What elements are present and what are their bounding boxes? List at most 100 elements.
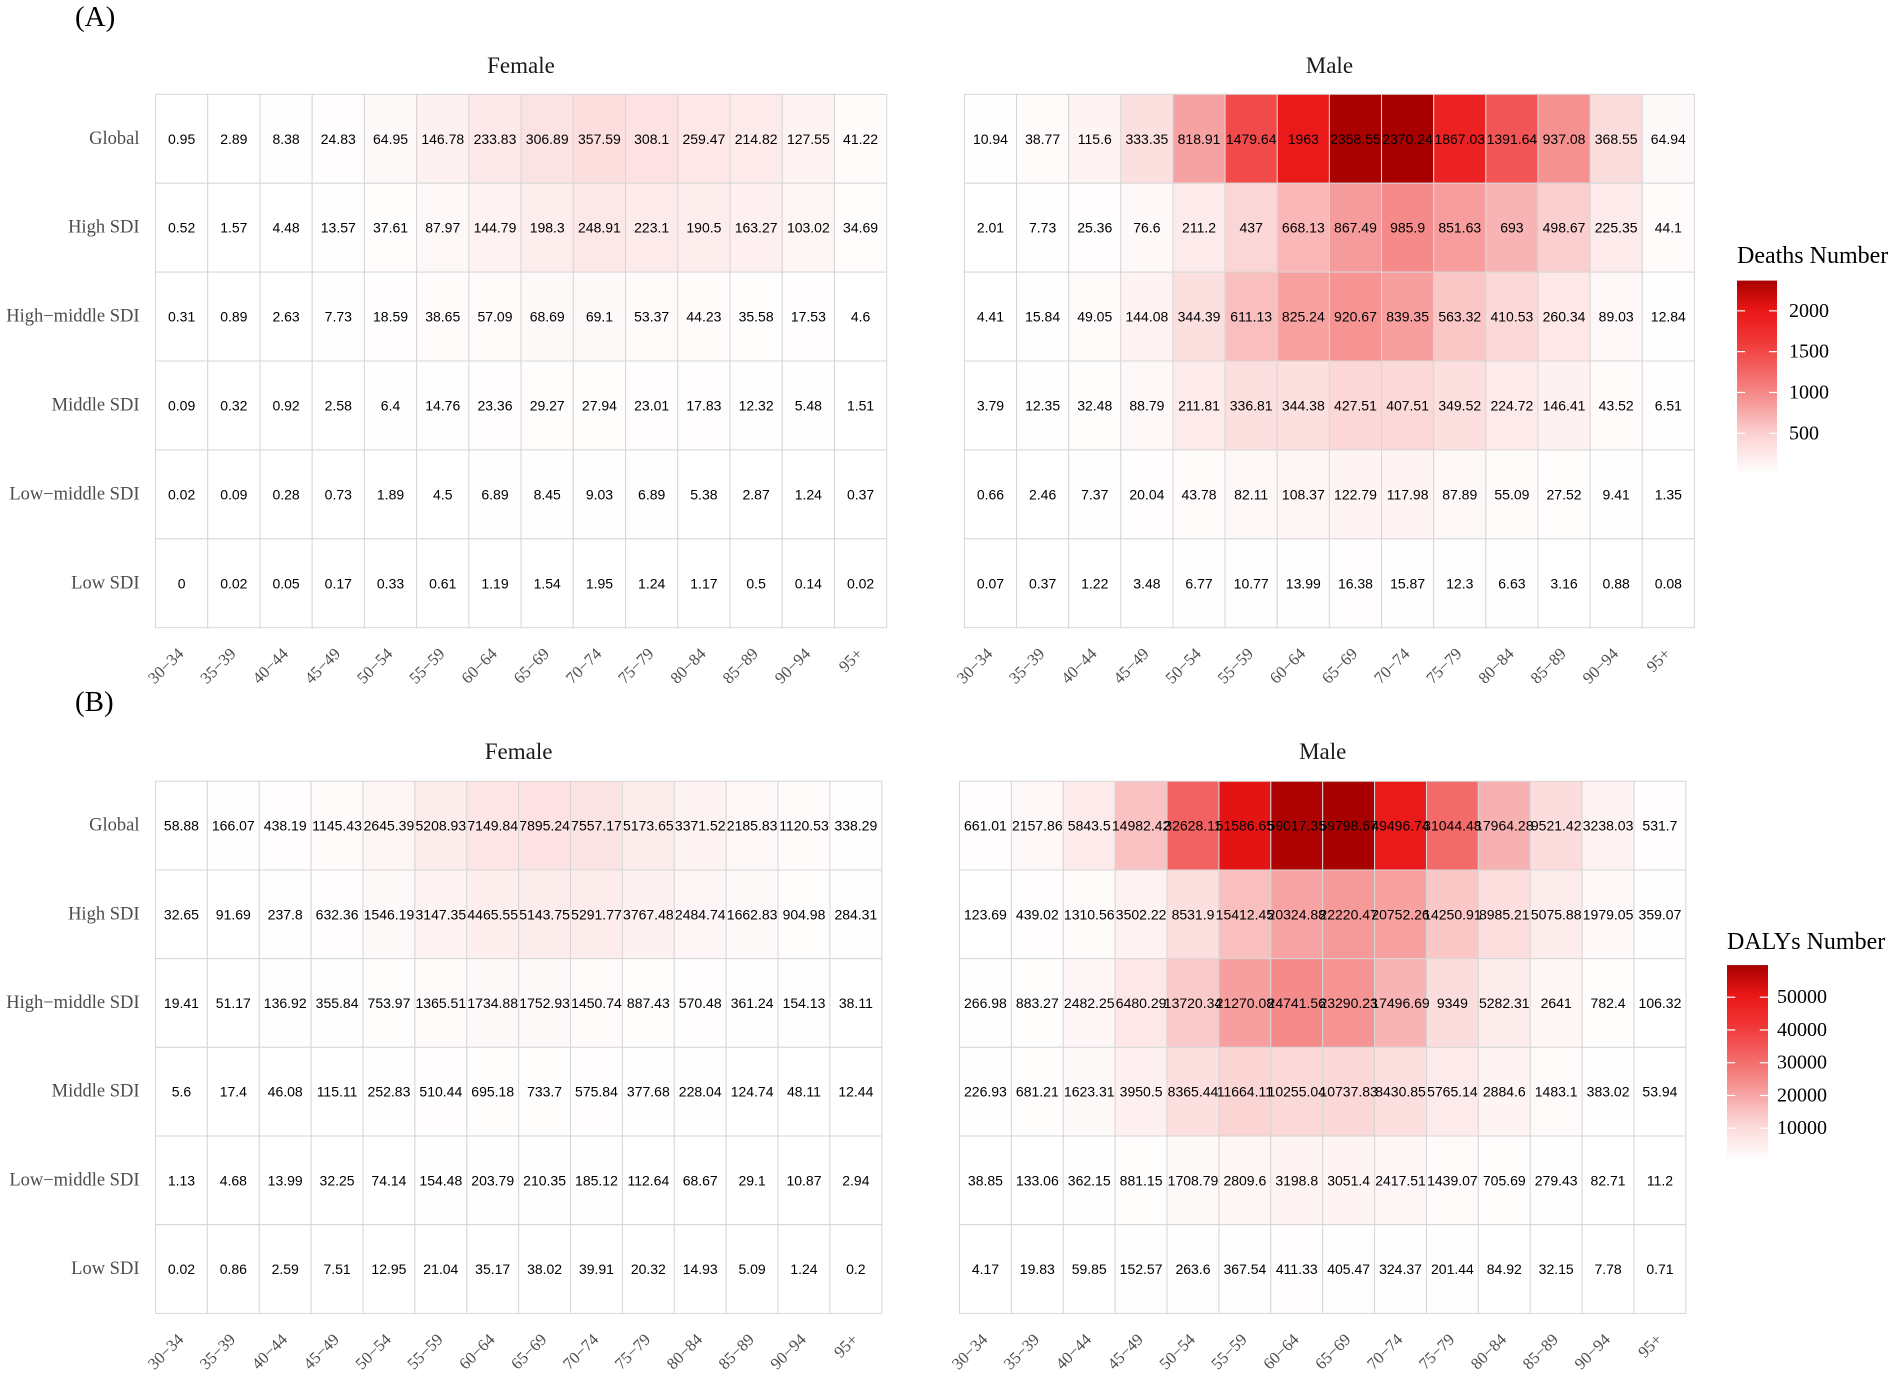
heatmap-cell xyxy=(416,538,470,629)
cell-value-label: 46.08 xyxy=(268,1084,303,1100)
heatmap-cell xyxy=(1062,1224,1116,1314)
heatmap-cell xyxy=(1016,182,1070,273)
heatmap-cell xyxy=(1010,1135,1064,1226)
cell-value-label: 0.37 xyxy=(1029,575,1056,591)
heatmap-cell xyxy=(1529,1135,1583,1226)
x-tick-label: 65−69 xyxy=(1311,1330,1354,1373)
cell-value-label: 32628.11 xyxy=(1164,818,1222,834)
cell-value-label: 0.33 xyxy=(377,575,404,591)
heatmap-cell xyxy=(1433,182,1487,273)
x-tick-label: 85−89 xyxy=(1519,1330,1562,1373)
x-tick-label: 35−39 xyxy=(196,1330,239,1373)
cell-value-label: 10.87 xyxy=(786,1172,821,1188)
heatmap-cell xyxy=(1425,1046,1479,1137)
heatmap-cell xyxy=(673,1224,727,1314)
heatmap-cell xyxy=(829,869,883,960)
cell-value-label: 851.63 xyxy=(1438,220,1481,236)
heatmap-cell xyxy=(1016,360,1070,451)
cell-value-label: 49496.74 xyxy=(1371,818,1430,834)
x-tick-label: 50−54 xyxy=(1155,1330,1198,1373)
cell-value-label: 563.32 xyxy=(1438,309,1481,325)
cell-value-label: 14982.42 xyxy=(1112,818,1171,834)
heatmap-cell xyxy=(466,780,520,871)
cell-value-label: 1708.79 xyxy=(1168,1172,1219,1188)
heatmap-cell xyxy=(833,271,888,362)
cell-value-label: 498.67 xyxy=(1543,220,1586,236)
heatmap-cell xyxy=(725,958,779,1048)
cell-value-label: 377.68 xyxy=(627,1084,670,1100)
x-tick-label: 80−84 xyxy=(666,644,709,687)
x-tick-label: 30−34 xyxy=(144,1330,187,1373)
heatmap-cell xyxy=(416,360,470,451)
cell-value-label: 818.91 xyxy=(1178,131,1221,147)
heatmap-cell xyxy=(207,93,261,184)
cell-value-label: 361.24 xyxy=(731,995,774,1011)
heatmap-cell xyxy=(781,449,835,540)
heatmap-cell xyxy=(1529,1046,1583,1137)
heatmap-cell xyxy=(1381,271,1435,362)
cell-value-label: 20324.88 xyxy=(1268,906,1327,922)
heatmap-cell xyxy=(310,1224,364,1314)
heatmap-cell xyxy=(1589,538,1643,629)
cell-value-label: 11664.11 xyxy=(1217,1084,1274,1100)
cell-value-label: 7895.24 xyxy=(519,818,570,834)
cell-value-label: 12.44 xyxy=(838,1084,873,1100)
heatmap-cell xyxy=(1062,780,1116,871)
cell-value-label: 124.74 xyxy=(731,1084,774,1100)
cell-value-label: 0.52 xyxy=(168,220,195,236)
cell-value-label: 2.63 xyxy=(272,309,299,325)
cell-value-label: 0.73 xyxy=(325,486,352,502)
heatmap-cell xyxy=(781,538,835,629)
heatmap-cell xyxy=(677,271,731,362)
heatmap-cell xyxy=(963,93,1018,184)
heatmap-cell xyxy=(1433,538,1487,629)
heatmap-cell xyxy=(1381,182,1435,273)
legend-tick-label: 1000 xyxy=(1789,381,1829,403)
legend: Deaths Number 2000 1500 1000 500 xyxy=(1737,243,1888,475)
cell-value-label: 2157.86 xyxy=(1012,818,1063,834)
heatmap-cell xyxy=(1374,1224,1427,1314)
cell-value-label: 23290.23 xyxy=(1319,995,1378,1011)
cell-value-label: 9.03 xyxy=(586,486,613,502)
heatmap-cell xyxy=(1477,780,1531,871)
heatmap-cell xyxy=(259,538,313,629)
x-tick-label: 90−94 xyxy=(771,644,814,687)
cell-value-label: 937.08 xyxy=(1543,131,1586,147)
heatmap-cell xyxy=(963,182,1018,273)
facet-title: Female xyxy=(487,53,555,78)
heatmap-cell xyxy=(363,182,418,273)
cell-value-label: 154.48 xyxy=(419,1172,462,1188)
cell-value-label: 0 xyxy=(178,575,186,591)
cell-value-label: 883.27 xyxy=(1016,995,1059,1011)
heatmap-cell xyxy=(621,1046,675,1137)
x-tick-label: 30−34 xyxy=(948,1330,991,1373)
cell-value-label: 2.94 xyxy=(842,1172,869,1188)
panel-label: (B) xyxy=(75,686,114,718)
heatmap-cell xyxy=(1010,1224,1064,1314)
cell-value-label: 91.69 xyxy=(216,906,251,922)
cell-value-label: 0.37 xyxy=(847,486,874,502)
x-tick-label: 90−94 xyxy=(766,1330,809,1373)
heatmap-cell xyxy=(1114,869,1168,960)
x-tick-label: 35−39 xyxy=(1005,644,1048,687)
heatmap-cell xyxy=(1374,1046,1427,1137)
heatmap-cell xyxy=(570,958,623,1048)
heatmap-cell xyxy=(1433,93,1487,184)
cell-value-label: 1479.64 xyxy=(1226,131,1277,147)
cell-value-label: 355.84 xyxy=(316,995,359,1011)
cell-value-label: 64.94 xyxy=(1651,131,1686,147)
cell-value-label: 84.92 xyxy=(1487,1261,1522,1277)
cell-value-label: 7.78 xyxy=(1594,1261,1621,1277)
cell-value-label: 3502.22 xyxy=(1116,906,1167,922)
x-tick-label: 40−44 xyxy=(1057,644,1100,687)
x-tick-label: 75−79 xyxy=(1422,644,1465,687)
cell-value-label: 5.48 xyxy=(795,397,822,413)
heatmap-cell xyxy=(155,1224,208,1314)
cell-value-label: 2185.83 xyxy=(727,818,778,834)
cell-value-label: 48.11 xyxy=(787,1084,821,1100)
heatmap-cell xyxy=(729,93,783,184)
heatmap-cell xyxy=(673,1046,727,1137)
heatmap-cell xyxy=(1581,1135,1635,1226)
cell-value-label: 510.44 xyxy=(419,1084,462,1100)
